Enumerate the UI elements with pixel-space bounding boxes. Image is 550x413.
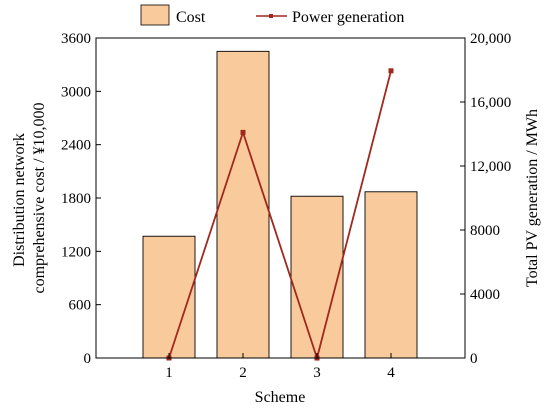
x-tick-label: 2	[239, 365, 247, 381]
x-tick-label: 4	[387, 365, 395, 381]
power-point-scheme-2	[240, 129, 246, 135]
y-left-tick-label: 2400	[61, 138, 91, 154]
y-left-tick-label: 3000	[61, 84, 91, 100]
y-right-tick-label: 12,000	[470, 159, 511, 175]
y-right-tick-label: 16,000	[470, 95, 511, 111]
y-axis-right-title: Total PV generation / MWh	[524, 109, 541, 287]
power-point-scheme-4	[388, 68, 394, 74]
bar-series-cost	[142, 50, 418, 359]
bar-scheme-2	[216, 50, 270, 359]
y-right-tick-label: 4000	[470, 287, 500, 303]
x-axis-title: Scheme	[255, 389, 306, 406]
power-generation-line	[168, 70, 392, 362]
x-tick-label: 1	[165, 365, 173, 381]
legend-label-cost: Cost	[176, 9, 206, 26]
y-right-tick-label: 8000	[470, 223, 500, 239]
y-left-tick-label: 0	[84, 351, 92, 367]
y-left-tick-label: 1200	[61, 244, 91, 260]
y-axis-left-title-line-2: comprehensive cost / ¥10,000	[31, 102, 48, 293]
bar-scheme-4	[364, 191, 418, 359]
legend-label-power: Power generation	[292, 9, 404, 26]
line-series-power-generation	[166, 68, 394, 362]
legend-swatch-power-marker	[269, 14, 273, 18]
y-axis-left-title-line-1: Distribution network	[11, 133, 28, 267]
y-right-tick-label: 0	[470, 351, 478, 367]
y-left-tick-label: 3600	[61, 31, 91, 47]
bar-scheme-1	[142, 235, 196, 359]
legend-swatch-cost	[140, 4, 170, 26]
axis-ticks: 0 600 1200 1800 2400 3000 3600 0 4000 8000 12,000 1…	[61, 31, 511, 381]
y-axis-left-title: Distribution network comprehensive cost …	[11, 102, 48, 293]
bar-scheme-3	[290, 195, 344, 359]
y-left-tick-label: 1800	[61, 191, 91, 207]
y-right-tick-label: 20,000	[470, 31, 511, 47]
x-tick-label: 3	[313, 365, 321, 381]
legend: Cost Power generation	[140, 4, 404, 26]
y-left-tick-label: 600	[69, 298, 92, 314]
